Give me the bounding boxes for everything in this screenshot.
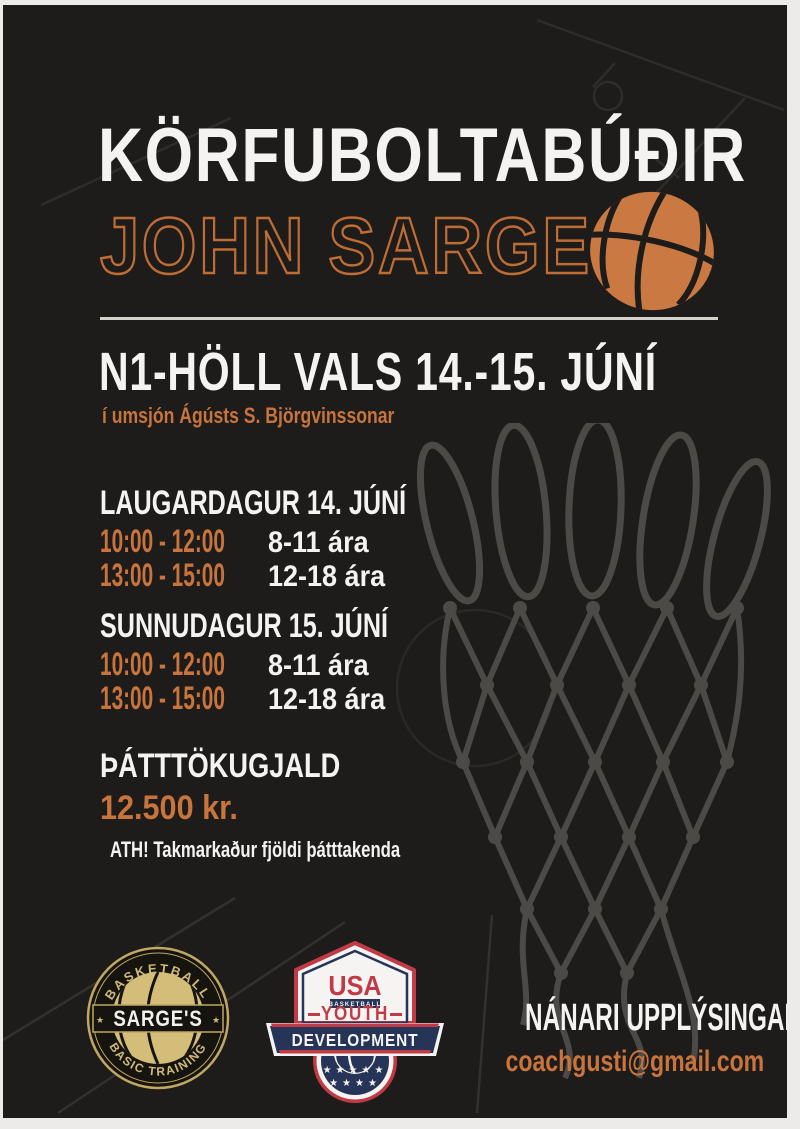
stars-row: ★★★★★ [323, 1065, 388, 1076]
usa-logo-org: USA [328, 970, 381, 1002]
session-time: 10:00 - 12:00 [100, 523, 225, 559]
fee-section: ÞÁTTTÖKUGJALD 12.500 kr. ATH! Takmarkaðu… [100, 749, 492, 861]
session-time: 13:00 - 15:00 [100, 679, 225, 716]
divider [100, 317, 718, 320]
schedule-day-sunday: SUNNUDAGUR 15. JÚNÍ 10:00 - 12:00 8-11 á… [100, 607, 489, 716]
session-group: 12-18 ára [268, 559, 386, 593]
fee-amount: 12.500 kr. [100, 789, 238, 827]
usa-logo-youth: YOUTH [321, 1002, 389, 1025]
fee-note: ATH! Takmarkaður fjöldi þátttakenda [110, 837, 401, 862]
venue-dates: N1-HÖLL VALS 14.-15. JÚNÍ [99, 342, 657, 402]
sarges-basketball-logo: BASKETBALL BASIC TRAINING SARGE'S ★ ★ [86, 946, 230, 1090]
contact-section: NÁNARI UPPLÝSINGAR coachgusti@gmail.com [471, 997, 788, 1078]
session-row: 13:00 - 15:00 12-18 ára [100, 679, 489, 716]
usa-logo-org-sub: BASKETBALL [329, 1002, 382, 1008]
schedule-day-saturday: LAUGARDAGUR 14. JÚNÍ 10:00 - 12:00 8-11 … [100, 484, 514, 593]
star-icon: ★ [212, 1015, 220, 1025]
star-icon: ★ [96, 1015, 104, 1025]
session-row: 10:00 - 12:00 8-11 ára [100, 646, 489, 682]
sarges-logo-name: SARGE'S [113, 1008, 202, 1032]
stars-row: ★★★★ [329, 1078, 381, 1089]
contact-heading: NÁNARI UPPLÝSINGAR [525, 997, 787, 1039]
contact-email: coachgusti@gmail.com [505, 1045, 765, 1078]
basketball-icon [589, 189, 717, 312]
day-title: LAUGARDAGUR 14. JÚNÍ [100, 484, 407, 522]
poster: KÖRFUBOLTABÚÐIR JOHN SARGE N1-HÖLL VALS … [3, 5, 787, 1118]
session-time: 10:00 - 12:00 [100, 646, 225, 682]
day-title: SUNNUDAGUR 15. JÚNÍ [100, 607, 388, 645]
poster-subtitle: JOHN SARGE [99, 201, 592, 290]
session-row: 10:00 - 12:00 8-11 ára [100, 523, 514, 559]
poster-title: KÖRFUBOLTABÚÐIR [98, 113, 747, 198]
usa-youth-development-logo: ★★★★★ ★★★★ USA BASKETBALL YOUTH DEVELOPM… [266, 941, 444, 1103]
session-group: 8-11 ára [268, 526, 370, 559]
session-time: 13:00 - 15:00 [100, 556, 225, 593]
session-group: 8-11 ára [268, 649, 370, 682]
organizer: í umsjón Ágústs S. Björgvinssonar [102, 403, 395, 428]
session-row: 13:00 - 15:00 12-18 ára [100, 556, 514, 593]
session-group: 12-18 ára [268, 682, 386, 716]
fee-heading: ÞÁTTTÖKUGJALD [100, 747, 341, 785]
usa-logo-development: DEVELOPMENT [292, 1031, 419, 1050]
